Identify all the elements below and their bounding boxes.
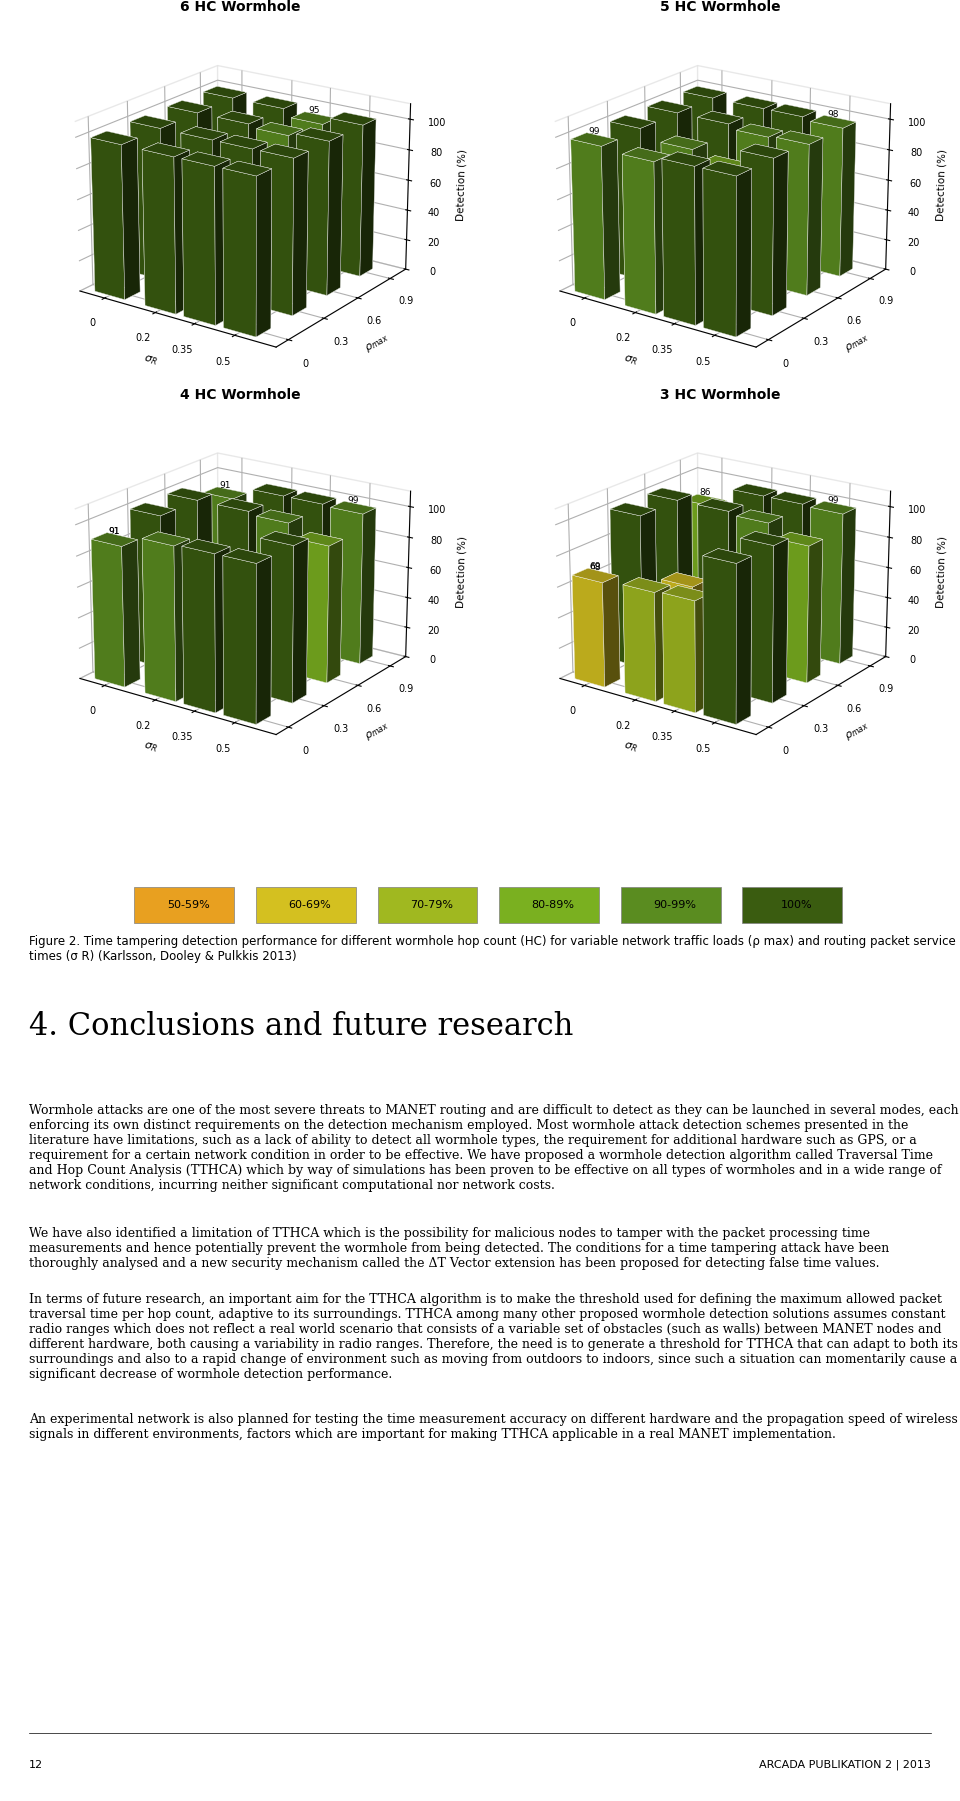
X-axis label: $\sigma_R$: $\sigma_R$ (622, 353, 638, 367)
X-axis label: $\sigma_R$: $\sigma_R$ (142, 740, 158, 755)
FancyBboxPatch shape (621, 886, 721, 922)
X-axis label: $\sigma_R$: $\sigma_R$ (622, 740, 638, 755)
Text: 50-59%: 50-59% (167, 900, 209, 910)
FancyBboxPatch shape (134, 886, 234, 922)
Title: 3 HC Wormhole: 3 HC Wormhole (660, 387, 780, 402)
Y-axis label: $\rho_{max}$: $\rho_{max}$ (843, 719, 872, 742)
Title: 4 HC Wormhole: 4 HC Wormhole (180, 387, 300, 402)
FancyBboxPatch shape (742, 886, 842, 922)
Text: 60-69%: 60-69% (288, 900, 331, 910)
Text: ARCADA PUBLIKATION 2 | 2013: ARCADA PUBLIKATION 2 | 2013 (759, 1760, 931, 1770)
Text: 12: 12 (29, 1760, 43, 1770)
Text: 100%: 100% (780, 900, 812, 910)
Text: We have also identified a limitation of TTHCA which is the possibility for malic: We have also identified a limitation of … (29, 1226, 889, 1270)
Y-axis label: $\rho_{max}$: $\rho_{max}$ (843, 331, 872, 355)
Text: 70-79%: 70-79% (410, 900, 453, 910)
Y-axis label: $\rho_{max}$: $\rho_{max}$ (363, 719, 392, 742)
Text: In terms of future research, an important aim for the TTHCA algorithm is to make: In terms of future research, an importan… (29, 1293, 958, 1381)
FancyBboxPatch shape (256, 886, 356, 922)
Y-axis label: $\rho_{max}$: $\rho_{max}$ (363, 331, 392, 355)
Text: 80-89%: 80-89% (532, 900, 574, 910)
Text: 90-99%: 90-99% (653, 900, 696, 910)
X-axis label: $\sigma_R$: $\sigma_R$ (142, 353, 158, 367)
FancyBboxPatch shape (499, 886, 599, 922)
Text: Figure 2. Time tampering detection performance for different wormhole hop count : Figure 2. Time tampering detection perfo… (29, 935, 955, 964)
Title: 5 HC Wormhole: 5 HC Wormhole (660, 0, 780, 14)
FancyBboxPatch shape (377, 886, 477, 922)
Text: An experimental network is also planned for testing the time measurement accurac: An experimental network is also planned … (29, 1414, 957, 1441)
Text: Wormhole attacks are one of the most severe threats to MANET routing and are dif: Wormhole attacks are one of the most sev… (29, 1104, 958, 1192)
Text: 4. Conclusions and future research: 4. Conclusions and future research (29, 1010, 573, 1043)
Title: 6 HC Wormhole: 6 HC Wormhole (180, 0, 300, 14)
